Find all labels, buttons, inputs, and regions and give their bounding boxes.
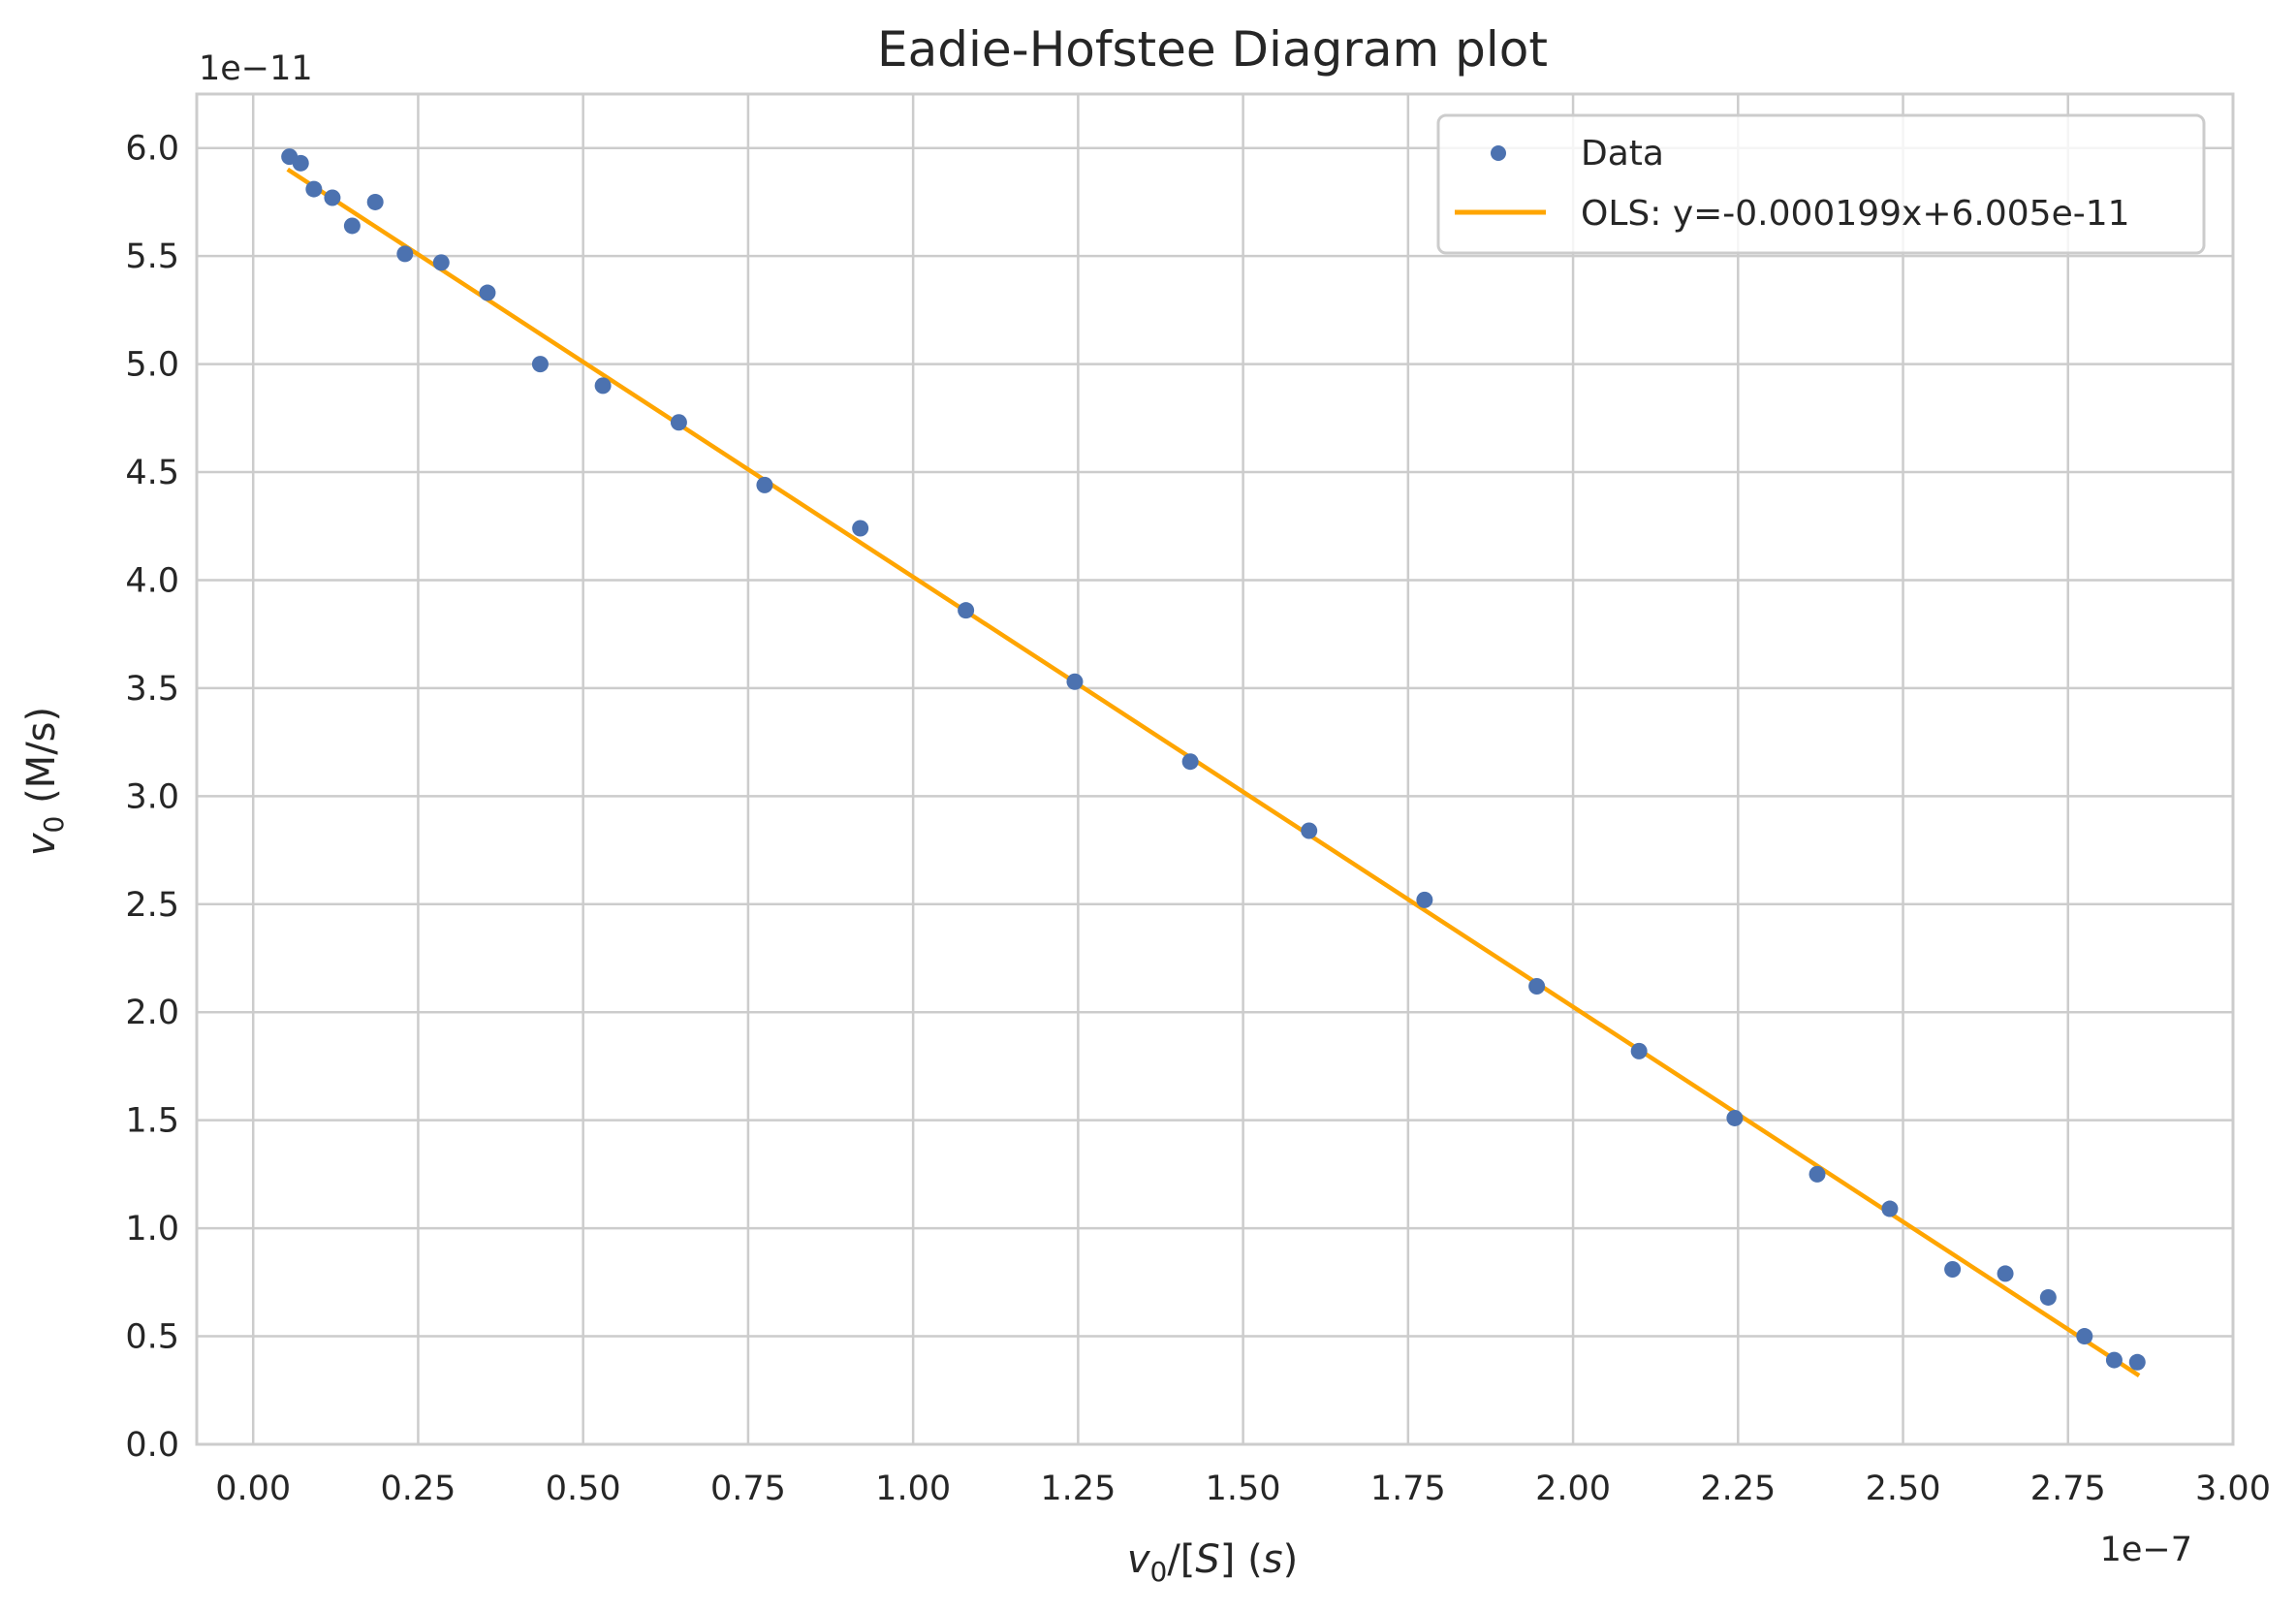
data-point [2128,1353,2146,1371]
data-point [1726,1109,1744,1126]
y-axis-offset-text: 1e−11 [199,49,313,88]
x-tick-label: 1.25 [1040,1470,1116,1508]
y-tick-label: 0.5 [125,1318,179,1357]
data-point [531,356,549,373]
x-tick-label: 2.25 [1700,1470,1776,1508]
data-point [396,245,414,263]
data-point [852,520,869,537]
data-point [2076,1328,2093,1345]
data-point [1528,977,1546,995]
data-point [292,154,309,172]
x-tick-label: 2.75 [2030,1470,2106,1508]
data-point [756,476,773,493]
x-axis-label: v0/[S] (s) [1127,1537,1298,1588]
data-point [1301,822,1318,839]
ols-fit-line [286,167,2141,1378]
y-tick-label: 2.5 [125,886,179,925]
y-tick-label: 1.5 [125,1102,179,1141]
legend-box [1436,113,2206,255]
y-axis-label: v0 (M/s) [19,707,70,856]
chart-title: Eadie-Hofstee Diagram plot [877,21,1548,78]
ols-line-layer [286,167,2141,1378]
y-tick-label: 3.0 [125,777,179,816]
x-tick-label: 3.00 [2195,1470,2271,1508]
data-point [2039,1288,2057,1306]
x-tick-label: 2.50 [1866,1470,1941,1508]
x-tick-label: 0.25 [380,1470,456,1508]
data-point [432,254,450,271]
x-tick-label: 1.75 [1370,1470,1446,1508]
x-tick-label: 2.00 [1535,1470,1611,1508]
data-point [670,414,687,431]
x-tick-label: 0.00 [215,1470,291,1508]
data-point [1881,1200,1899,1217]
data-point [2105,1351,2123,1369]
y-tick-label: 3.5 [125,670,179,709]
y-tick-label: 4.5 [125,454,179,492]
y-tick-label: 0.0 [125,1426,179,1465]
data-point [594,377,612,395]
y-tick-label: 5.5 [125,237,179,276]
y-tick-labels: 0.0 0.5 1.0 1.5 2.0 2.5 3.0 3.5 4.0 4.5 5.0 5.5 6.0 [125,130,179,1465]
data-point [1944,1260,1962,1278]
y-tick-label: 6.0 [125,130,179,169]
data-point [1066,673,1084,690]
data-points [281,148,2146,1371]
data-point [1630,1042,1648,1059]
data-point [479,284,496,301]
data-point [305,180,323,198]
data-point [1997,1265,2014,1282]
data-point [1416,891,1433,908]
legend-marker-data [1491,145,1506,161]
data-point [1808,1165,1826,1183]
y-tick-label: 4.0 [125,561,179,600]
data-point [343,217,361,235]
data-point [958,602,975,619]
x-tick-label: 0.75 [710,1470,786,1508]
x-tick-label: 0.50 [546,1470,621,1508]
data-point [324,189,341,206]
data-point [1181,753,1199,771]
x-tick-label: 1.00 [875,1470,951,1508]
x-tick-label: 1.50 [1206,1470,1281,1508]
data-point [366,193,384,210]
y-tick-label: 1.0 [125,1210,179,1249]
y-tick-label: 2.0 [125,994,179,1032]
y-tick-label: 5.0 [125,346,179,385]
legend-label-data: Data [1581,134,1664,174]
plot-frame [195,92,2235,1446]
legend-label-ols: OLS: y=-0.000199x+6.005e-11 [1581,194,2130,234]
x-axis-offset-text: 1e−7 [2100,1531,2192,1569]
x-tick-labels: 0.00 0.25 0.50 0.75 1.00 1.25 1.50 1.75 2.00 2.25… [215,1470,2271,1508]
legend: Data OLS: y=-0.000199x+6.005e-11 [1436,113,2206,255]
